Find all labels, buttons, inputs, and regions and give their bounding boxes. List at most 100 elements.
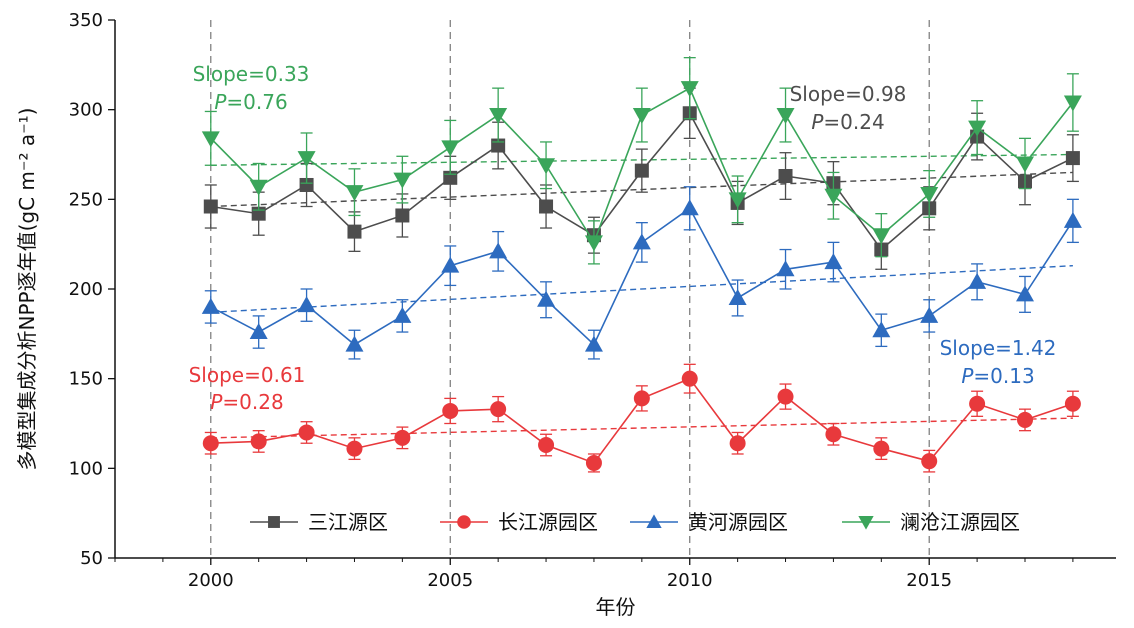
data-points <box>201 81 1082 252</box>
marker-triangle-up <box>920 306 939 323</box>
y-tick-label: 350 <box>69 10 103 31</box>
marker-circle <box>969 395 986 412</box>
marker-triangle-up <box>249 323 268 340</box>
p-value: =0.24 <box>823 110 884 134</box>
marker-triangle-down <box>584 235 603 252</box>
x-tick-label: 2005 <box>427 570 473 591</box>
data-points <box>202 370 1081 471</box>
marker-square <box>347 224 362 239</box>
legend-item: 三江源区 <box>250 510 388 534</box>
marker-triangle-up <box>297 296 316 313</box>
marker-triangle-up <box>489 242 508 259</box>
legend-item: 澜沧江源园区 <box>842 510 1020 534</box>
data-points <box>201 199 1082 352</box>
marker-circle <box>394 429 411 446</box>
marker-circle <box>777 388 794 405</box>
marker-square <box>268 516 280 528</box>
marker-square <box>203 199 218 214</box>
series-group <box>201 57 1082 265</box>
marker-circle <box>298 424 315 441</box>
legend-label: 黄河源园区 <box>688 510 788 534</box>
marker-triangle-up <box>632 233 651 250</box>
marker-circle <box>825 426 842 443</box>
marker-circle <box>1017 411 1033 428</box>
marker-triangle-down <box>968 120 987 137</box>
p-symbol: P <box>811 110 824 134</box>
marker-circle <box>250 433 267 450</box>
marker-triangle-down <box>824 188 843 205</box>
marker-circle <box>585 454 602 471</box>
marker-triangle-down <box>393 172 412 189</box>
marker-triangle-down <box>537 158 556 175</box>
marker-triangle-up <box>968 272 987 289</box>
marker-triangle-up <box>824 253 843 270</box>
marker-circle <box>1064 395 1081 412</box>
series-group <box>201 186 1082 360</box>
marker-triangle-down <box>297 151 316 168</box>
y-axis-title: 多模型集成分析NPP逐年值(gC m⁻² a⁻¹) <box>15 108 39 471</box>
y-tick-label: 100 <box>69 458 103 479</box>
trend-line <box>210 264 1073 314</box>
legend-item: 长江源园区 <box>440 510 598 534</box>
marker-triangle-down <box>345 185 364 202</box>
legend-item: 黄河源园区 <box>630 510 788 534</box>
data-series <box>201 57 1082 473</box>
p-symbol: P <box>961 364 974 388</box>
marker-circle <box>681 370 698 387</box>
y-tick-label: 50 <box>80 548 103 569</box>
p-value-label: P=0.13 <box>961 364 1034 388</box>
y-tick-label: 150 <box>69 369 103 390</box>
marker-triangle-up <box>584 335 603 352</box>
marker-triangle-down <box>776 108 795 125</box>
marker-circle <box>442 402 459 419</box>
legend-label: 长江源园区 <box>498 510 598 534</box>
marker-square <box>395 208 410 223</box>
marker-triangle-up <box>728 288 747 305</box>
marker-circle <box>202 435 219 452</box>
y-tick-label: 300 <box>69 100 103 121</box>
p-value: =0.76 <box>226 90 287 114</box>
marker-triangle-up <box>441 256 460 273</box>
series-group <box>202 363 1081 473</box>
marker-square <box>539 199 554 214</box>
trend-line <box>210 417 1073 439</box>
marker-triangle-up <box>680 199 699 216</box>
marker-square <box>1065 151 1080 166</box>
marker-triangle-down <box>489 108 508 125</box>
p-value: =0.13 <box>973 364 1034 388</box>
y-tick-label: 200 <box>69 279 103 300</box>
trend-annotation: Slope=0.61 P=0.28 <box>189 363 306 414</box>
marker-triangle-down <box>1016 156 1034 173</box>
marker-triangle-up <box>776 260 795 277</box>
marker-square <box>299 177 314 192</box>
marker-triangle-down <box>920 186 939 203</box>
marker-triangle-down <box>872 228 891 245</box>
legend: 三江源区 长江源园区 黄河源园区 澜沧江源园区 <box>250 510 1020 534</box>
marker-circle <box>921 453 938 470</box>
legend-label: 澜沧江源园区 <box>900 510 1020 534</box>
x-tick-label: 2015 <box>906 570 952 591</box>
x-tick-label: 2000 <box>188 570 234 591</box>
p-symbol: P <box>210 390 223 414</box>
marker-triangle-up <box>872 321 891 338</box>
trend-annotations: Slope=0.33P=0.76 Slope=0.98P=0.24Slope=0.… <box>189 62 1057 414</box>
legend-label: 三江源区 <box>308 510 388 534</box>
marker-circle <box>346 440 363 457</box>
y-tick-label: 250 <box>69 189 103 210</box>
slope-label: Slope=0.33 <box>193 62 310 86</box>
marker-triangle-down <box>728 192 747 209</box>
marker-circle <box>633 390 650 407</box>
marker-triangle-up <box>646 514 662 528</box>
marker-triangle-down <box>249 179 268 196</box>
marker-triangle-down <box>201 131 220 148</box>
tick-labels: 50 100 150 200 250 300 350 2000 2005 2010 2015 <box>69 10 952 591</box>
p-symbol: P <box>214 90 227 114</box>
marker-square <box>634 163 649 178</box>
trend-annotation: Slope=1.42 P=0.13 <box>940 336 1057 388</box>
marker-triangle-down <box>858 516 874 530</box>
axes <box>108 19 1116 565</box>
marker-triangle-up <box>1016 285 1034 302</box>
slope-label: Slope=1.42 <box>940 336 1057 360</box>
marker-circle <box>538 437 555 454</box>
